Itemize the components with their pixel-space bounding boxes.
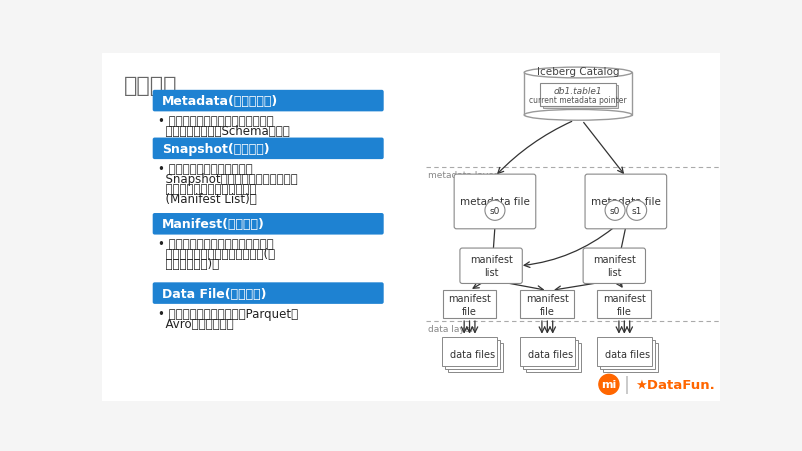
Bar [443,291,496,318]
Bar [541,83,616,106]
Text: manifest
list: manifest list [470,255,512,278]
Text: Snapshot。记录了本次提交新增的: Snapshot。记录了本次提交新增的 [158,172,298,185]
Bar [523,340,578,369]
Bar [597,291,651,318]
Text: data files: data files [605,350,650,359]
FancyBboxPatch shape [152,138,383,160]
Text: 的对应关系，以及字段统计信息(最: 的对应关系，以及字段统计信息(最 [158,248,275,261]
Bar [597,337,652,366]
Bar [603,343,658,372]
Text: • 每次事务提交都会生成一个: • 每次事务提交都会生成一个 [158,162,253,175]
Circle shape [626,201,646,221]
FancyBboxPatch shape [585,175,666,229]
Text: 信息，以及最新的Schema信息。: 信息，以及最新的Schema信息。 [158,125,290,138]
Text: 清单文件和历史清单文件列表: 清单文件和历史清单文件列表 [158,182,256,195]
Bar [600,340,655,369]
Text: Manifest(清单文件): Manifest(清单文件) [162,218,265,231]
Bar [520,291,574,318]
FancyBboxPatch shape [583,249,646,284]
Text: data files: data files [528,350,573,359]
Text: Data File(数据文件): Data File(数据文件) [162,287,267,300]
Text: Iceberg Catalog: Iceberg Catalog [537,67,619,77]
Text: metadata layer: metadata layer [428,171,497,180]
Bar [526,343,581,372]
Text: s1: s1 [631,207,642,215]
FancyBboxPatch shape [460,249,522,284]
Text: manifest
file: manifest file [526,293,569,316]
FancyBboxPatch shape [152,213,383,235]
Text: • 记录了最新的快照信息和历史快照: • 记录了最新的快照信息和历史快照 [158,115,273,128]
Circle shape [599,374,619,395]
Ellipse shape [525,110,632,121]
Text: Snapshot(快照文件): Snapshot(快照文件) [162,143,270,156]
Circle shape [605,201,625,221]
Bar [445,340,500,369]
FancyBboxPatch shape [152,91,383,112]
Ellipse shape [525,68,632,79]
FancyBboxPatch shape [454,175,536,229]
Bar [543,86,618,109]
Text: • 记录了本次事务写入的文件和分区: • 记录了本次事务写入的文件和分区 [158,238,273,251]
Text: s0: s0 [490,207,500,215]
Text: data files: data files [450,350,495,359]
Bar [520,337,575,366]
Text: • 实际写入的数据文件，如Parquet、: • 实际写入的数据文件，如Parquet、 [158,307,298,320]
Text: mi: mi [602,379,617,390]
Text: |: | [624,376,630,393]
Text: manifest
file: manifest file [448,293,491,316]
Text: current metadata pointer: current metadata pointer [529,96,627,105]
Text: (Manifest List)。: (Manifest List)。 [158,193,257,205]
Text: metadata file: metadata file [591,197,661,207]
Bar [448,343,504,372]
Text: metadata file: metadata file [460,197,530,207]
Text: data layer: data layer [428,325,474,334]
Text: 大值、最小值)。: 大值、最小值)。 [158,258,219,271]
Bar [525,74,632,115]
Text: manifest
list: manifest list [593,255,636,278]
Bar [442,337,497,366]
FancyBboxPatch shape [152,283,383,304]
Text: db1.table1: db1.table1 [554,87,602,96]
Text: manifest
file: manifest file [603,293,646,316]
Text: 文件布局: 文件布局 [124,76,177,96]
Text: Metadata(元数据文件): Metadata(元数据文件) [162,95,278,108]
Text: Avro等格式文件。: Avro等格式文件。 [158,317,233,330]
Text: s0: s0 [610,207,620,215]
Circle shape [485,201,505,221]
Text: ★DataFun.: ★DataFun. [635,378,715,391]
